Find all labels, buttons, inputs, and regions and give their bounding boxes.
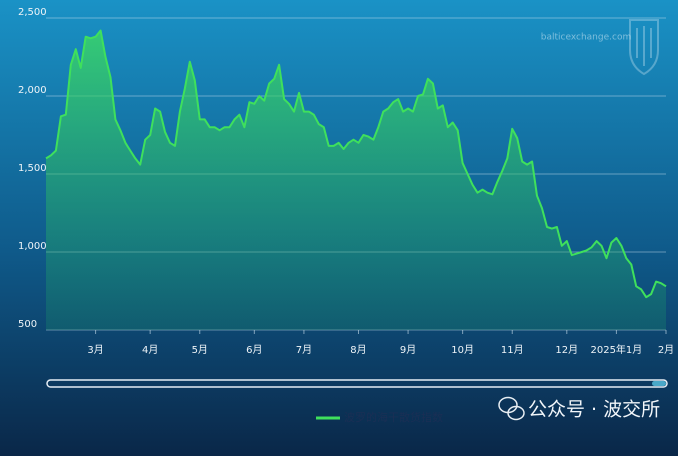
x-tick-label: 6月	[246, 344, 262, 356]
x-tick-label: 4月	[142, 344, 158, 356]
scrollbar[interactable]	[46, 379, 668, 388]
legend-label[interactable]: 波罗的海干散货指数	[344, 410, 443, 424]
x-tick-label: 5月	[192, 344, 208, 356]
y-tick-label: 1,500	[18, 163, 47, 174]
watermark: balticexchange.com	[541, 33, 631, 43]
x-tick-label: 2月	[658, 344, 674, 356]
y-tick-label: 2,500	[18, 7, 47, 18]
x-tick-label: 2025年1月	[590, 343, 642, 356]
y-tick-label: 500	[18, 319, 37, 330]
y-tick-label: 1,000	[18, 241, 47, 252]
x-tick-label: 3月	[87, 344, 103, 356]
footer: 公众号 · 波交所	[528, 399, 660, 421]
wechat-icon	[498, 396, 525, 421]
watermark-logo	[629, 19, 659, 76]
x-tick-label: 12月	[555, 344, 578, 356]
scrollbar-handle[interactable]	[652, 381, 666, 386]
area	[46, 30, 666, 330]
line	[45, 29, 667, 299]
x-tick-label: 8月	[350, 344, 366, 356]
x-tick-label: 10月	[451, 344, 474, 356]
y-tick-label: 2,000	[18, 85, 47, 96]
x-tick-label: 9月	[400, 344, 416, 356]
x-tick-label: 7月	[296, 344, 312, 356]
x-tick-label: 11月	[501, 344, 524, 356]
